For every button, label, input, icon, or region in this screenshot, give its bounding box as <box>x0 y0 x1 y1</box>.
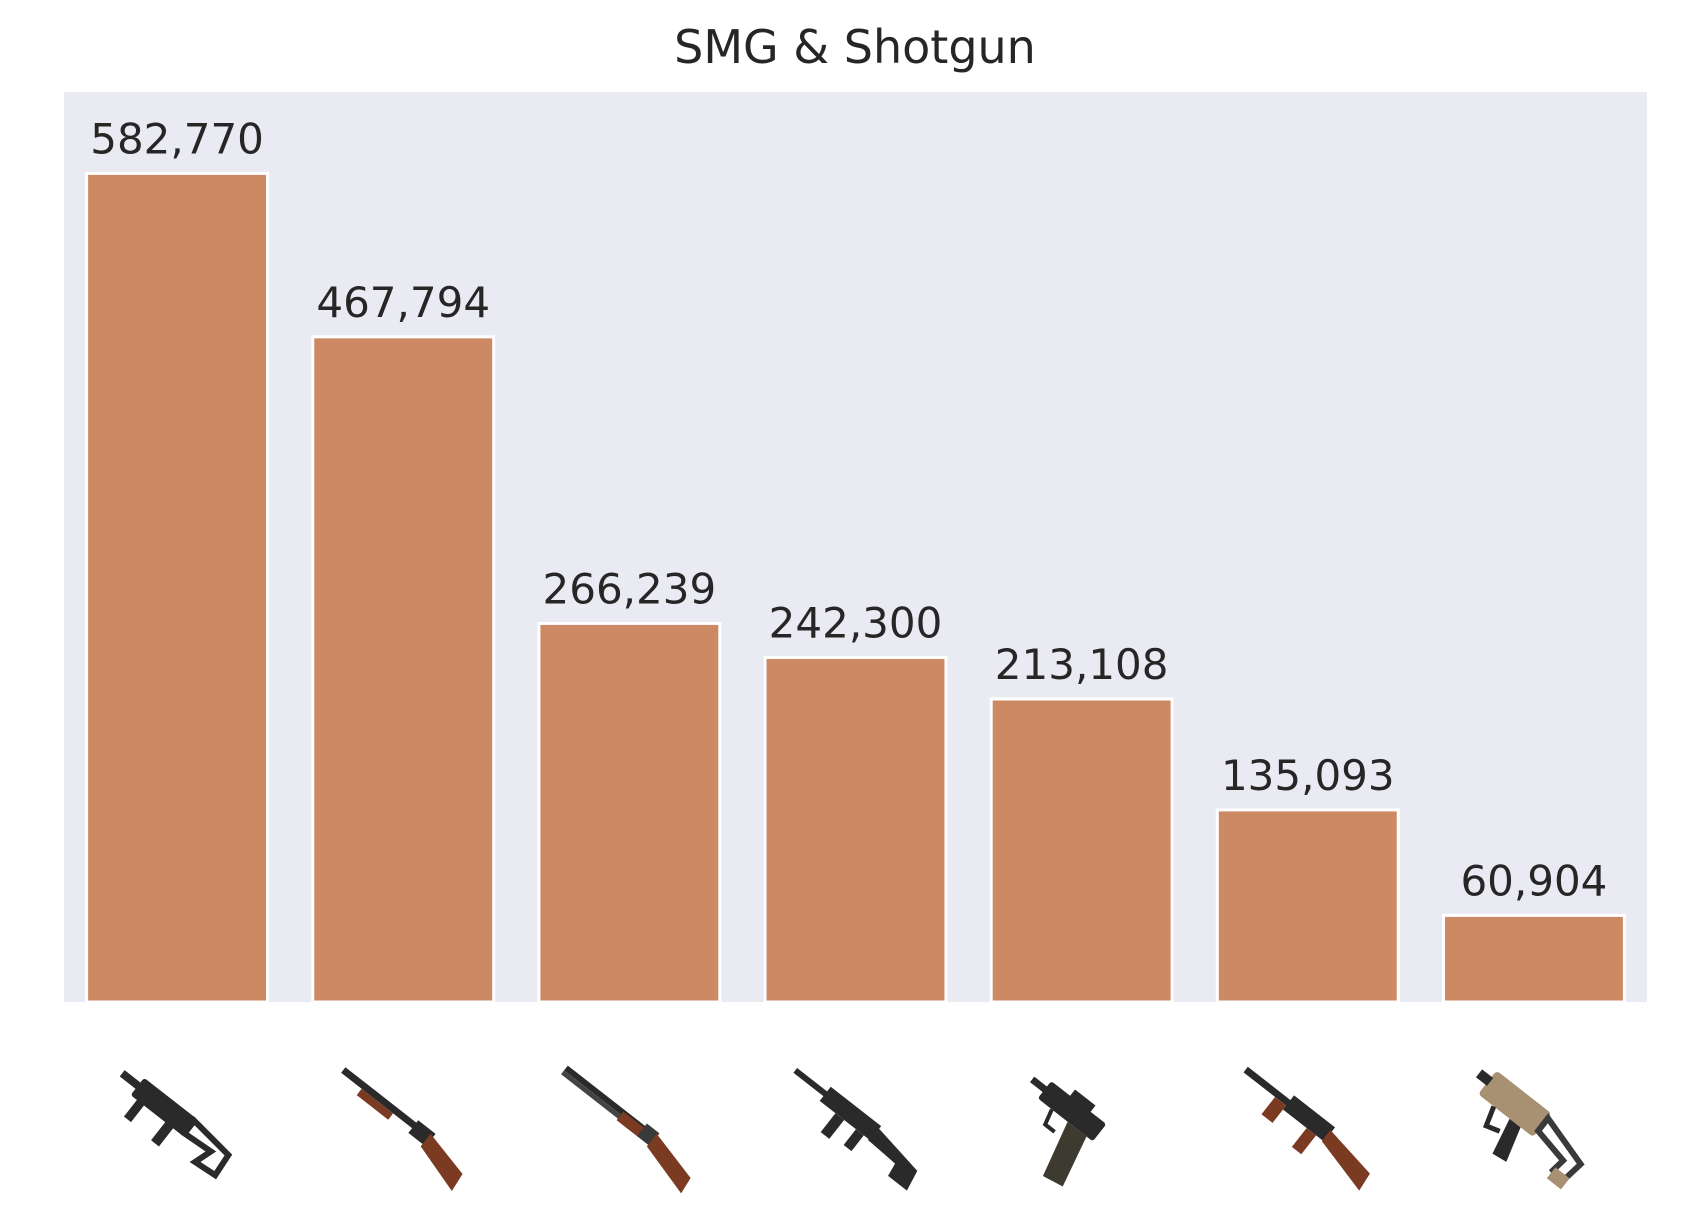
value-labels-layer: 582,770 467,794 266,239 242,300 213,108 135,0… <box>90 114 1607 905</box>
bar-value-label: 60,904 <box>1460 856 1607 905</box>
bar-value-label: 135,093 <box>1221 751 1395 800</box>
s1897-icon <box>341 1067 463 1191</box>
s12k-icon <box>793 1068 918 1191</box>
bar-value-label: 266,239 <box>543 564 717 613</box>
bar <box>763 655 948 1004</box>
chart-title: SMG & Shotgun <box>674 20 1036 74</box>
s686-icon <box>561 1065 691 1194</box>
bar <box>1215 808 1400 1004</box>
ump45-icon <box>119 1070 233 1180</box>
bar-value-label: 213,108 <box>995 640 1169 689</box>
micro-uzi-icon <box>1029 1076 1106 1187</box>
bar-value-label: 582,770 <box>90 114 264 163</box>
bar-value-label: 242,300 <box>769 598 943 647</box>
bar <box>537 621 722 1004</box>
bar <box>311 335 496 1004</box>
bar <box>85 171 270 1004</box>
x-axis-weapon-icons <box>119 1065 1585 1194</box>
bar <box>1441 913 1626 1004</box>
bar-value-label: 467,794 <box>316 278 490 327</box>
bar <box>989 697 1174 1004</box>
bars-layer <box>85 171 1626 1004</box>
tommy-gun-icon <box>1243 1066 1370 1191</box>
vector-icon <box>1475 1069 1585 1190</box>
